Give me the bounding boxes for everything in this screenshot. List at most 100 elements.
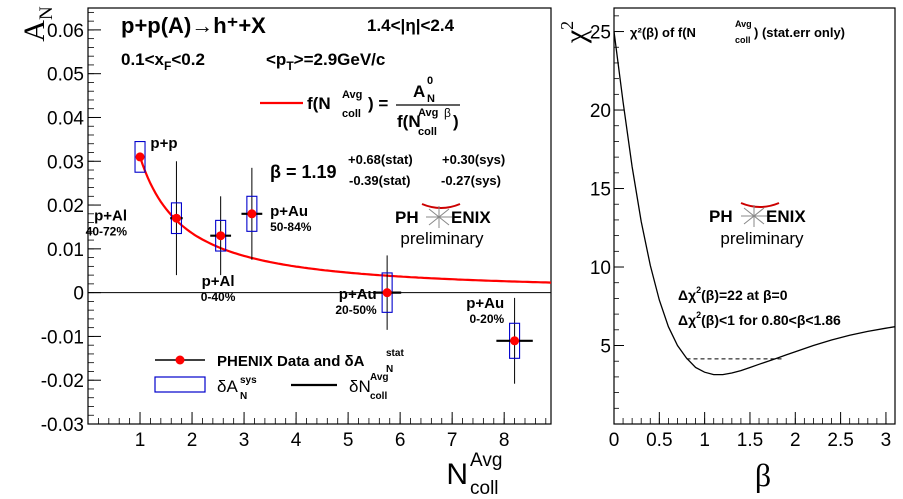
left-marks: p+pp+Al40-72%p+Al0-40%p+Au50-84%p+Au20-5… [86, 135, 552, 384]
left-xf-range: 0.1<xF<0.2 [121, 50, 205, 73]
left-y-tick-label: -0.01 [41, 327, 84, 348]
fit-beta-plus-sys: +0.30(sys) [442, 152, 505, 167]
left-y-tick-label: -0.02 [41, 371, 84, 392]
left-y-tick-label: 0.04 [47, 108, 84, 129]
left-x-title-main: N [446, 458, 468, 491]
chi2-curve [613, 31, 896, 376]
data-sys-error-box [134, 141, 146, 173]
left-logo-preliminary: preliminary [400, 229, 484, 248]
legend-sys-label-sup: sys [240, 375, 257, 386]
legend-ncoll-label-sub: coll [370, 391, 387, 402]
left-y-tick-label: 0.06 [47, 21, 84, 42]
right-title-sub: coll [735, 35, 751, 45]
right-x-axis-title: β [755, 457, 771, 493]
left-logo-enix: ENIX [451, 208, 491, 227]
right-x-tick-label: 3 [881, 430, 892, 451]
right-logo-ph: PH [709, 207, 733, 226]
fit-numerator: A [413, 82, 425, 101]
data-point [247, 209, 257, 219]
data-point-sublabel: 0-20% [469, 312, 504, 326]
right-x-tick-label: 2 [790, 430, 801, 451]
data-point-label: p+Al [202, 273, 235, 290]
legend-sys-label-sub: N [240, 391, 247, 402]
fit-numerator-sup: 0 [427, 75, 433, 87]
right-axes: 5 10 15 20 25 0 0.5 1 1.5 2 2.5 3 [590, 15, 892, 451]
data-point-label: p+Au [270, 203, 308, 220]
legend-data-label: PHENIX Data and δA [217, 353, 365, 370]
data-point-label: p+Al [94, 207, 127, 224]
fit-legend-label: f(N [307, 94, 331, 113]
left-y-tick-label: 0.03 [47, 152, 84, 173]
data-point [171, 213, 181, 223]
right-phenix-logo: PH ENIX preliminary [709, 202, 806, 248]
data-point-sublabel: 50-84% [270, 220, 312, 234]
legend-data-label-sup: stat [386, 348, 404, 359]
data-point-sublabel: 20-50% [335, 303, 377, 317]
right-x-tick-label: 0 [609, 430, 620, 451]
left-x-tick-label: 5 [343, 430, 354, 451]
legend-ncoll-label-sup: Avg [370, 372, 389, 383]
phenix-logo-swoosh-icon [421, 203, 461, 209]
left-axes: -0.03 -0.02 -0.01 0 0.01 0.02 0.03 0.04 0.05 0.06… [41, 11, 551, 451]
right-x-tick-label: 0.5 [646, 430, 672, 451]
right-annotation-at-zero: Δχ2(β)=22 at β=0 [678, 285, 788, 303]
data-point [216, 231, 226, 241]
fit-legend-label-sup: Avg [342, 89, 362, 101]
data-point-label: p+Au [339, 286, 377, 303]
left-y-axis-title: AN [18, 6, 57, 42]
data-point-label: p+p [150, 135, 177, 152]
right-plot-area [613, 7, 896, 425]
right-y-tick-label: 10 [590, 258, 611, 279]
left-pt-mean: <pT>=2.9GeV/c [266, 50, 385, 73]
left-x-tick-label: 2 [187, 430, 198, 451]
fit-beta-plus-stat: +0.68(stat) [348, 152, 413, 167]
data-point [510, 336, 520, 346]
fit-denominator-close: ) [453, 112, 459, 131]
left-title: p+p(A)→h⁺+X [121, 13, 266, 38]
left-x-title-sup: Avg [470, 450, 502, 471]
left-y-tick-label: 0.01 [47, 240, 84, 261]
fit-legend-close: ) = [368, 94, 388, 113]
right-y-tick-label: 15 [590, 180, 611, 201]
legend-data-marker [175, 355, 185, 365]
phenix-logo-star-icon [426, 206, 452, 228]
left-y-tick-label: 0 [73, 284, 84, 305]
svg-text:AN: AN [18, 6, 57, 42]
fit-denominator-sub: coll [418, 126, 437, 138]
right-y-tick-label: 20 [590, 101, 611, 122]
right-y-tick-label: 5 [600, 337, 611, 358]
data-point [382, 288, 392, 298]
right-annotation-interval: Δχ2(β)<1 for 0.80<β<1.86 [678, 310, 841, 328]
right-x-tick-label: 2.5 [827, 430, 853, 451]
left-x-tick-label: 6 [395, 430, 406, 451]
right-y-axis-title: χ2 [557, 21, 592, 44]
right-x-tick-label: 1.5 [737, 430, 763, 451]
data-point [135, 152, 145, 162]
fit-beta-minus-stat: -0.39(stat) [349, 173, 410, 188]
right-y-title-main: χ [559, 29, 592, 44]
left-y-title-main: A [18, 20, 51, 42]
legend-sys-label: δA [217, 377, 238, 396]
fit-legend-label-sub: coll [342, 108, 361, 120]
phenix-logo-swoosh-icon [740, 202, 780, 208]
fit-beta-minus-sys: -0.27(sys) [441, 173, 501, 188]
right-x-tick-label: 1 [699, 430, 710, 451]
right-logo-preliminary: preliminary [720, 229, 804, 248]
fit-denominator-sup: Avg [418, 107, 438, 119]
left-logo-ph: PH [395, 208, 419, 227]
right-title-suffix: ) (stat.err only) [754, 25, 845, 40]
left-x-axis-title: N [446, 458, 468, 491]
phenix-logo-star-icon [741, 205, 767, 227]
legend-ncoll-label: δN [349, 377, 371, 396]
data-point-sublabel: 0-40% [201, 290, 236, 304]
legend-data-label-sub: N [386, 364, 393, 375]
right-logo-enix: ENIX [766, 207, 806, 226]
left-y-title-sub: N [36, 6, 57, 20]
left-x-tick-label: 4 [291, 430, 302, 451]
left-phenix-logo: PH ENIX preliminary [395, 203, 491, 248]
left-y-tick-label: 0.02 [47, 196, 84, 217]
fit-curve [138, 156, 552, 284]
right-y-tick-label: 25 [590, 23, 611, 44]
